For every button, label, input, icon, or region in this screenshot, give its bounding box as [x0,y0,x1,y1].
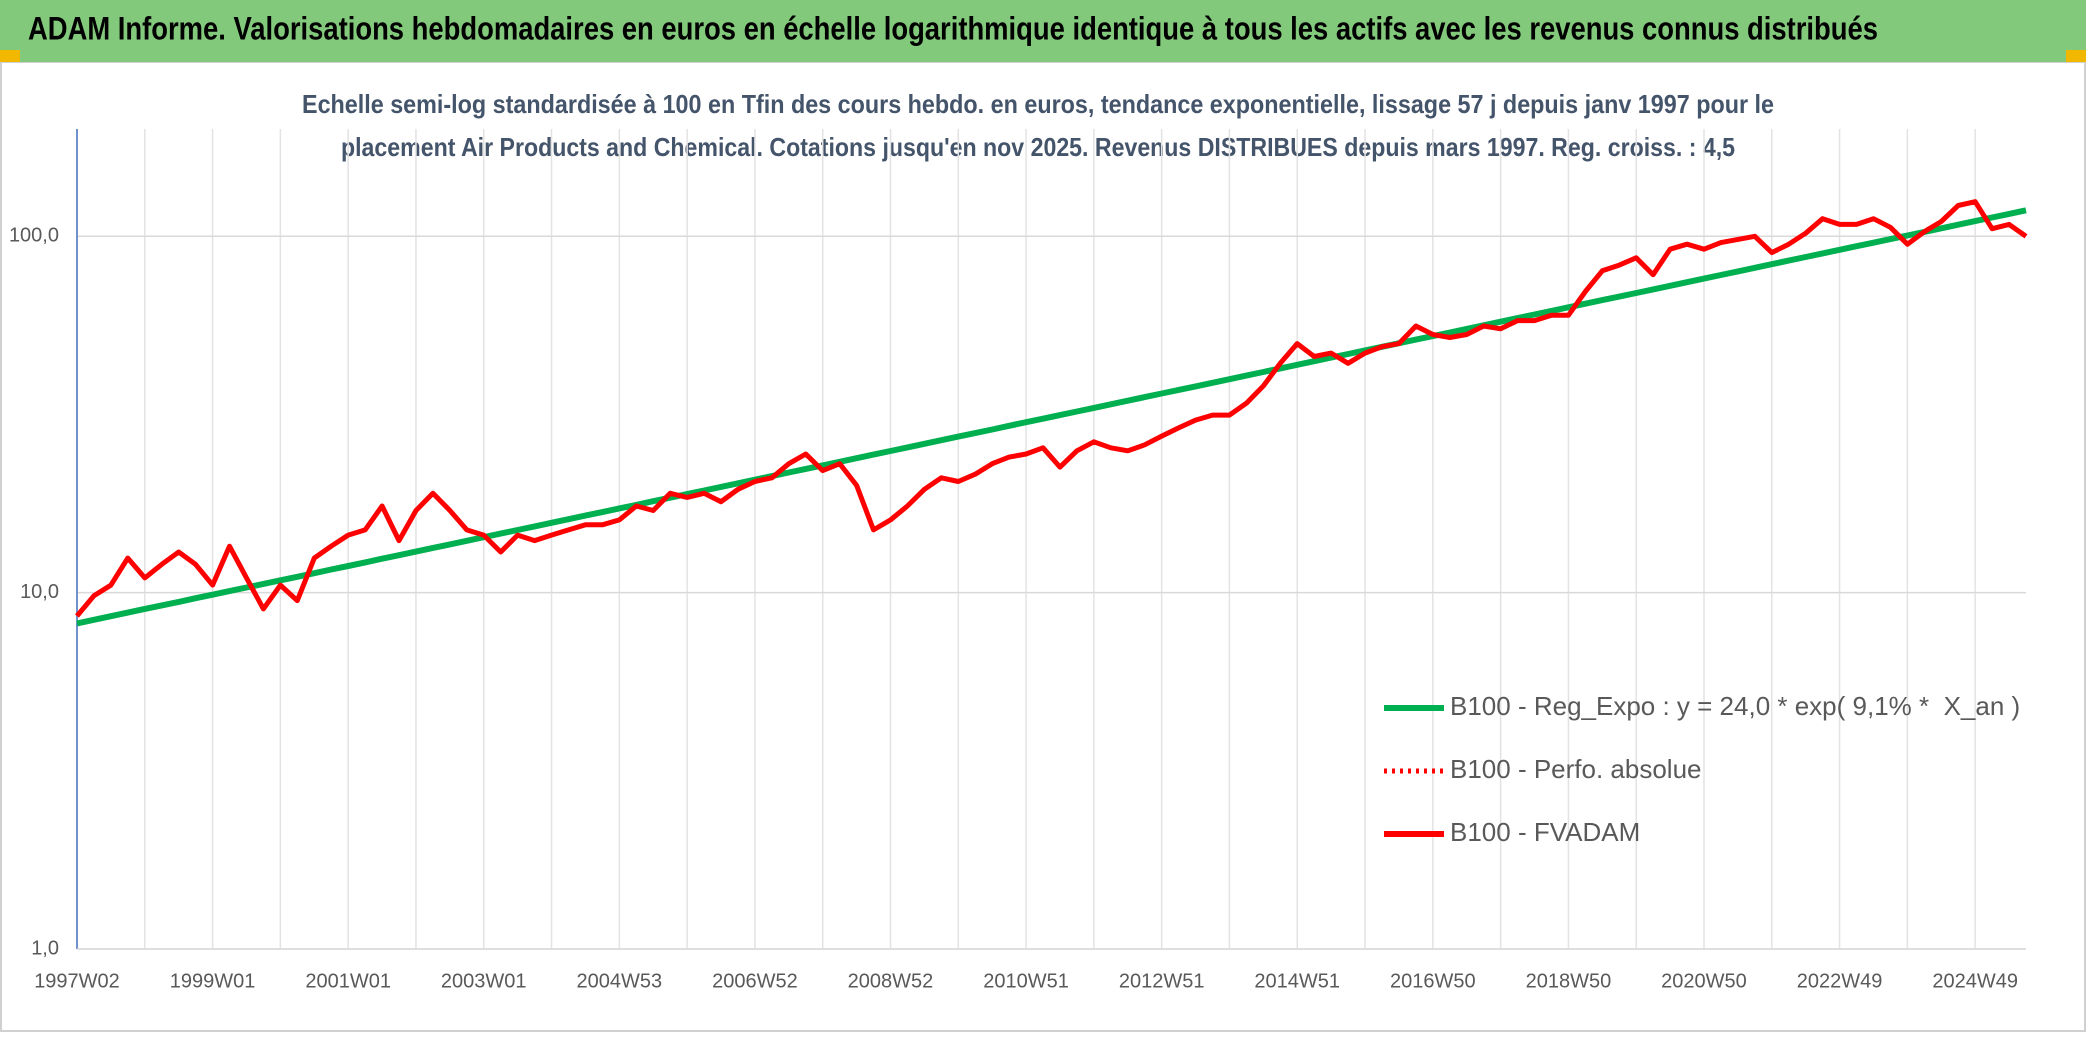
chart-subtitle: Echelle semi-log standardisée à 100 en T… [302,89,1774,119]
x-tick-label: 2024W49 [1932,970,2018,992]
series-line [75,199,2028,618]
x-tick-label: 1999W01 [170,970,256,992]
y-tick-label: 100,0 [9,225,59,247]
chart-subtitle: placement Air Products and Chemical. Cot… [341,132,1735,162]
x-tick-label: 2004W53 [577,970,663,992]
x-tick-label: 2018W50 [1526,970,1612,992]
x-tick-label: 2001W01 [305,970,391,992]
x-tick-label: 2003W01 [441,970,527,992]
x-tick-label: 2020W50 [1661,970,1747,992]
x-tick-label: 2008W52 [848,970,934,992]
legend-label: B100 - FVADAM [1450,817,1640,847]
x-tick-label: 1997W02 [34,970,120,992]
x-tick-label: 2010W51 [983,970,1069,992]
corner [0,50,20,62]
corner [2066,50,2086,62]
x-tick-label: 2022W49 [1797,970,1883,992]
y-tick-label: 10,0 [20,581,59,603]
x-tick-label: 2016W50 [1390,970,1476,992]
y-tick-label: 1,0 [31,937,59,959]
x-tick-label: 2014W51 [1254,970,1340,992]
x-tick-label: 2006W52 [712,970,798,992]
legend-label: B100 - Reg_Expo : y = 24,0 * exp( 9,1% *… [1450,691,2020,721]
legend-label: B100 - Perfo. absolue [1450,754,1702,784]
chart-title: ADAM Informe. Valorisations hebdomadaire… [28,10,1878,46]
title-bar [0,0,2086,62]
x-tick-label: 2012W51 [1119,970,1205,992]
series-line [76,207,2027,627]
